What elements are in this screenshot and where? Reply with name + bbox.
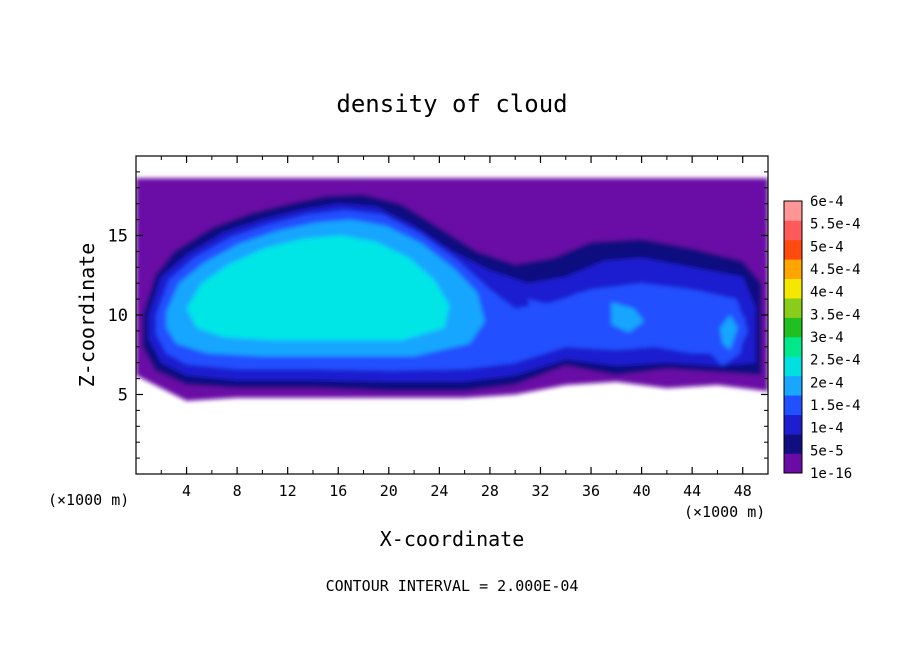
x-tick-label-20: 20	[380, 482, 398, 500]
colorbar-label-1: 5e-5	[810, 443, 844, 459]
x-tick-label-28: 28	[481, 482, 499, 500]
y-tick-label-5: 5	[118, 386, 128, 406]
x-tick-label-8: 8	[233, 482, 242, 500]
cloud-contour-region-9	[720, 315, 738, 350]
colorbar-swatch-1	[784, 434, 802, 454]
colorbar-label-10: 5e-4	[810, 239, 844, 255]
x-tick-label-12: 12	[279, 482, 297, 500]
colorbar-label-12: 6e-4	[810, 194, 844, 210]
colorbar-swatch-12	[784, 220, 802, 241]
colorbar-swatch-11	[784, 239, 802, 260]
chart-title: density of cloud	[336, 90, 567, 118]
x-tick-label-4: 4	[182, 482, 191, 500]
colorbar-swatch-8	[784, 298, 802, 318]
x-unit-note-left: (×1000 m)	[48, 491, 129, 509]
colorbar-label-11: 5.5e-4	[810, 217, 861, 233]
x-tick-label-16: 16	[329, 482, 347, 500]
colorbar-frame	[783, 200, 803, 474]
colorbar-swatch-4	[784, 375, 802, 396]
x-tick-label-32: 32	[531, 482, 549, 500]
colorbar-swatch-0	[784, 453, 802, 474]
x-tick-label-36: 36	[582, 482, 600, 500]
colorbar-swatch-6	[784, 337, 802, 357]
colorbar-swatch-3	[784, 395, 802, 416]
y-tick-label-10: 10	[108, 306, 128, 326]
plot-area	[136, 178, 768, 401]
x-tick-label-24: 24	[430, 482, 448, 500]
colorbar-swatch-9	[784, 278, 802, 299]
x-unit-note-right: (×1000 m)	[684, 503, 765, 521]
y-tick-label-15: 15	[108, 227, 128, 247]
y-axis-ticks: 5 10 15	[108, 171, 768, 459]
colorbar-label-2: 1e-4	[810, 421, 844, 437]
colorbar-label-7: 3.5e-4	[810, 307, 861, 323]
x-tick-label-44: 44	[683, 482, 701, 500]
colorbar-label-4: 2e-4	[810, 375, 844, 391]
x-tick-label-48: 48	[734, 482, 752, 500]
colorbar-swatch-2	[784, 414, 802, 435]
colorbar-label-0: 1e-16	[810, 466, 852, 482]
colorbar-label-8: 4e-4	[810, 285, 844, 301]
colorbar-label-6: 3e-4	[810, 330, 844, 346]
colorbar-swatch-7	[784, 317, 802, 338]
cloud-field	[136, 178, 768, 401]
y-axis-label: Z-coordinate	[75, 243, 99, 388]
contour-interval-note: CONTOUR INTERVAL = 2.000E-04	[326, 577, 579, 595]
cloud-contour-region-7	[611, 302, 645, 333]
colorbar-swatch-10	[784, 259, 802, 280]
colorbar-label-5: 2.5e-4	[810, 353, 861, 369]
x-axis-label: X-coordinate	[380, 527, 525, 551]
cloud-contour-region-5	[186, 235, 450, 341]
colorbar-label-9: 4.5e-4	[810, 262, 861, 278]
colorbar-swatch-5	[784, 356, 802, 377]
x-tick-label-40: 40	[633, 482, 651, 500]
x-axis-ticks: 4 8 12 16 20 24 28 32 36 40 44 48	[160, 156, 752, 500]
colorbar-label-3: 1.5e-4	[810, 398, 861, 414]
colorbar-legend: 1e-16 5e-5 1e-4 1.5e-4 2e-4 2.5e-4 3e-4 3.5e-4 4…	[783, 194, 861, 482]
colorbar-swatch-13	[784, 201, 802, 221]
